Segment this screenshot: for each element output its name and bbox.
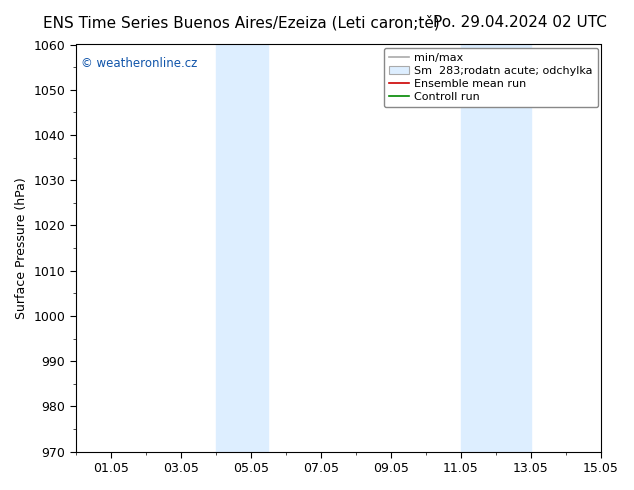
Text: ENS Time Series Buenos Aires/Ezeiza (Leti caron;tě): ENS Time Series Buenos Aires/Ezeiza (Let… [42,15,439,30]
Legend: min/max, Sm  283;rodatn acute; odchylka, Ensemble mean run, Controll run: min/max, Sm 283;rodatn acute; odchylka, … [384,48,598,107]
Text: Po. 29.04.2024 02 UTC: Po. 29.04.2024 02 UTC [433,15,607,30]
Text: © weatheronline.cz: © weatheronline.cz [81,57,197,70]
Bar [461,45,531,452]
Y-axis label: Surface Pressure (hPa): Surface Pressure (hPa) [15,177,28,319]
Bar [216,45,268,452]
